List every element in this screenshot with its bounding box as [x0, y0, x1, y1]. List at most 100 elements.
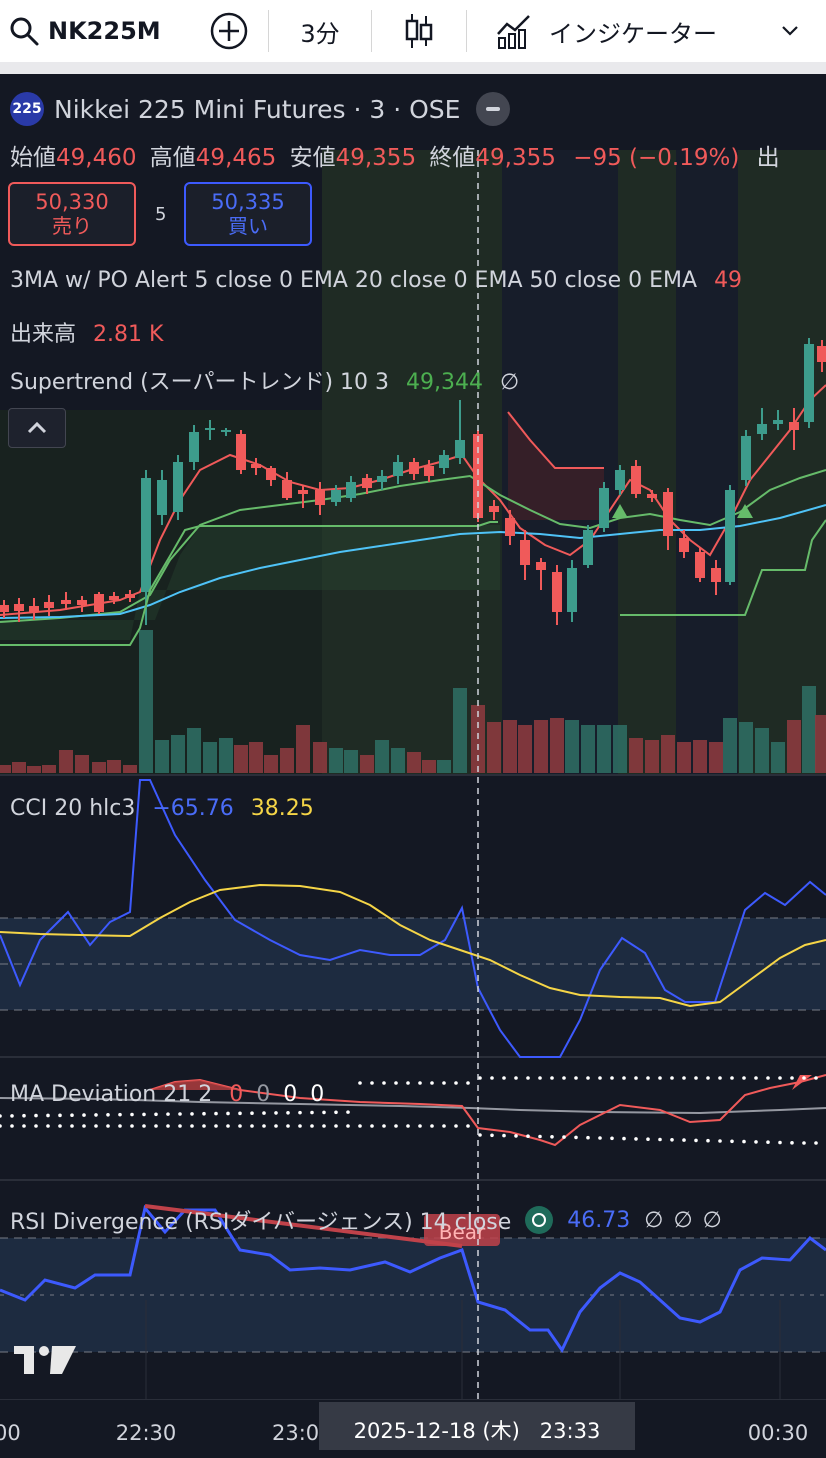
- rsi-legend[interactable]: RSI Divergence (RSIダイバージェンス) 14 close 46…: [10, 1204, 722, 1236]
- band-dot: [238, 1124, 242, 1128]
- band-dot: [178, 1124, 182, 1128]
- volume-bar: [107, 760, 121, 773]
- volume-value: 2.81 K: [93, 322, 164, 347]
- band-dot: [598, 1076, 602, 1080]
- band-dot: [814, 1141, 818, 1145]
- candle-body: [173, 462, 183, 512]
- volume-bar: [487, 722, 501, 773]
- compare-button[interactable]: [190, 0, 268, 62]
- chart-canvas[interactable]: Bear 00 22:30 23:0 00:30 2025-12-18 (木) …: [0, 74, 826, 1458]
- sell-label: 売り: [52, 214, 92, 238]
- candle-body: [205, 428, 215, 430]
- high-value: 49,465: [195, 145, 277, 171]
- band-dot: [754, 1076, 758, 1080]
- candle-body: [505, 518, 515, 536]
- band-dot: [502, 1076, 506, 1080]
- candle-body: [631, 466, 641, 494]
- band-dot: [154, 1112, 158, 1117]
- band-dot: [118, 1124, 122, 1128]
- band-dot: [670, 1076, 674, 1080]
- band-dot: [34, 1113, 38, 1118]
- buy-button[interactable]: 50,335 買い: [184, 182, 312, 246]
- toolbar-divider: [268, 10, 269, 52]
- interval-button[interactable]: 3分: [269, 0, 371, 62]
- band-dot: [682, 1138, 686, 1142]
- band-dot: [502, 1133, 506, 1138]
- band-dot: [46, 1124, 50, 1128]
- candle-body: [409, 462, 419, 474]
- volume-bar: [613, 725, 627, 773]
- candle-body: [520, 540, 530, 565]
- high-label: 高値: [149, 145, 196, 171]
- band-dot: [634, 1137, 638, 1141]
- search-icon: [10, 17, 39, 46]
- band-dot: [298, 1110, 302, 1115]
- candle-body: [14, 604, 24, 611]
- cci-ma-value: 38.25: [250, 796, 314, 821]
- indicators-button[interactable]: インジケーター: [467, 0, 717, 62]
- collapse-indicators-button[interactable]: [8, 408, 66, 448]
- chevron-up-icon: [27, 421, 47, 434]
- candle-body: [0, 605, 9, 612]
- chart-type-button[interactable]: [372, 0, 466, 62]
- more-button[interactable]: [772, 0, 808, 62]
- band-dot: [322, 1110, 326, 1115]
- band-dot: [250, 1124, 254, 1128]
- alarm-clock-icon: [525, 1206, 554, 1234]
- band-dot: [706, 1076, 710, 1080]
- candle-body: [251, 464, 261, 468]
- candle-body: [346, 482, 356, 498]
- band-dot: [262, 1124, 266, 1128]
- ma-deviation-legend[interactable]: MA Deviation 21 2 0 0 0 0: [10, 1082, 324, 1107]
- symbol-search[interactable]: NK225M: [0, 0, 190, 62]
- chart-area[interactable]: Bear 00 22:30 23:0 00:30 2025-12-18 (木) …: [0, 74, 826, 1458]
- volume-bars: [0, 630, 826, 773]
- volume-bar: [139, 630, 153, 773]
- band-dot: [370, 1081, 374, 1085]
- volume-bar: [518, 725, 532, 773]
- volume-bar: [360, 755, 374, 773]
- band-dot: [58, 1124, 62, 1128]
- sell-button[interactable]: 50,330 売り: [8, 182, 136, 246]
- candlesticks: [0, 338, 826, 625]
- band-dot: [718, 1076, 722, 1080]
- cci-legend[interactable]: CCI 20 hlc3 −65.76 38.25: [10, 796, 314, 821]
- candle-body: [315, 490, 325, 505]
- band-dot: [682, 1076, 686, 1080]
- band-dot: [622, 1076, 626, 1080]
- band-dot: [34, 1124, 38, 1128]
- band-dot: [478, 1076, 482, 1080]
- supertrend-value: 49,344: [406, 370, 483, 395]
- volume-bar: [723, 718, 737, 773]
- band-dot: [10, 1114, 14, 1118]
- band-dot: [0, 1124, 2, 1128]
- collapse-legend-button[interactable]: [476, 92, 511, 126]
- band-dot: [334, 1124, 338, 1128]
- band-dot: [166, 1112, 170, 1116]
- volume-bar: [155, 740, 169, 773]
- volume-bar: [391, 748, 405, 773]
- ma-alert-legend[interactable]: 3MA w/ PO Alert 5 close 0 EMA 20 close 0…: [10, 268, 742, 293]
- candlestick-icon: [405, 14, 433, 48]
- band-dot: [634, 1076, 638, 1080]
- cci-label: CCI 20 hlc3: [10, 796, 136, 821]
- supertrend-legend[interactable]: Supertrend (スーパートレンド) 10 3 49,344 ∅: [10, 364, 519, 396]
- band-dot: [454, 1124, 458, 1128]
- chevron-down-icon: [782, 26, 798, 36]
- candle-body: [741, 436, 751, 480]
- band-dot: [550, 1076, 554, 1080]
- volume-legend[interactable]: 出来高 2.81 K: [10, 316, 163, 348]
- volume-bar: [597, 725, 611, 773]
- indicators-label: インジケーター: [549, 19, 717, 48]
- session-shade: [738, 150, 826, 775]
- candle-body: [615, 470, 625, 490]
- buy-signal-triangle: [612, 504, 628, 518]
- band-dot: [610, 1076, 614, 1080]
- band-dot: [706, 1138, 710, 1143]
- band-dot: [94, 1124, 98, 1128]
- band-dot: [82, 1124, 86, 1128]
- band-dot: [430, 1081, 434, 1085]
- candle-body: [489, 506, 499, 512]
- hidden-value-icon: ∅: [644, 1207, 664, 1233]
- ema-mid-line: [0, 469, 826, 623]
